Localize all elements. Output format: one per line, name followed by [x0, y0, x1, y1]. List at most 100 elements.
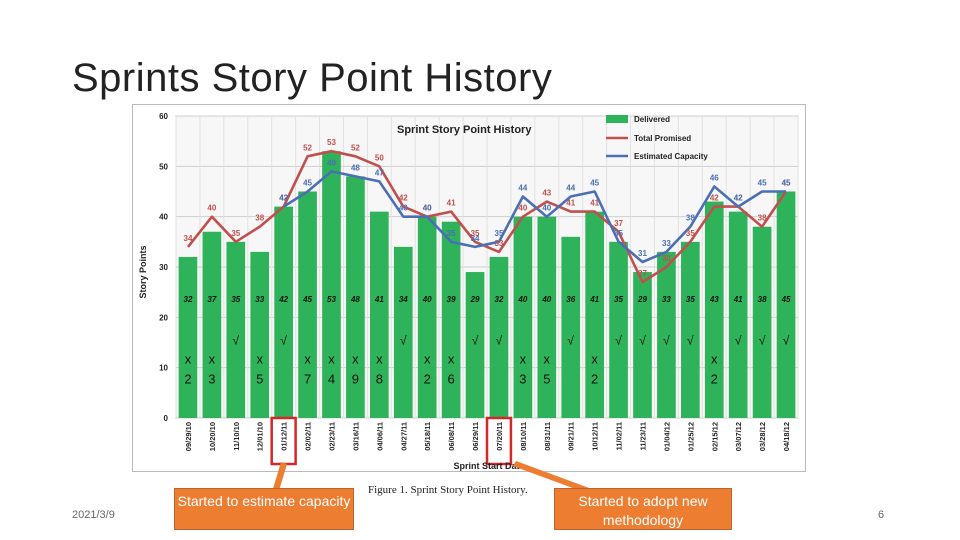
x-mark-number: 2: [591, 371, 598, 386]
x-mark-number: 6: [447, 371, 454, 386]
check-mark: √: [280, 334, 287, 348]
legend-swatch-delivered: [606, 115, 628, 123]
total-promised-label: 42: [279, 194, 288, 203]
estimated-capacity-label: 47: [375, 168, 384, 177]
delivered-bar: [537, 216, 557, 418]
x-mark: x: [209, 352, 216, 367]
delivered-bar: [609, 241, 628, 418]
x-tick-label: 06/08/11: [447, 422, 456, 451]
delivered-bar: [585, 211, 604, 418]
estimated-capacity-label: 35: [614, 229, 623, 238]
delivered-bar-label: 40: [422, 295, 432, 304]
x-mark: x: [591, 352, 598, 367]
chart-title: Sprint Story Point History: [397, 124, 532, 136]
delivered-bar: [441, 221, 461, 418]
total-promised-line: [186, 149, 788, 284]
legend-label-delivered: Delivered: [634, 115, 670, 124]
x-mark-number: 5: [543, 371, 550, 386]
estimated-capacity-label: 44: [566, 184, 575, 193]
delivered-bar: [226, 241, 246, 418]
estimated-capacity-label: 42: [279, 194, 288, 203]
delivered-bar-label: 45: [302, 295, 312, 304]
total-promised-label: 41: [447, 199, 456, 208]
estimated-capacity-label: 42: [734, 194, 743, 203]
legend-label-capacity: Estimated Capacity: [634, 152, 708, 161]
chart-figure: 32 37 35 33 42 45 53 48 41 34 40 39 29 32 40 40 36 41 35 29…: [132, 104, 806, 472]
check-mark: √: [567, 334, 574, 348]
x-mark-number: 8: [376, 371, 383, 386]
x-tick-label: 09/29/10: [184, 422, 193, 451]
delivered-bar: [202, 231, 222, 418]
delivered-bar: [274, 206, 293, 418]
total-promised-label: 42: [710, 194, 719, 203]
check-mark: √: [639, 334, 646, 348]
check-mark: √: [233, 334, 240, 348]
x-mark-number: 3: [208, 371, 215, 386]
delivered-bar: [178, 256, 198, 418]
y-tick-label: 20: [159, 313, 168, 322]
y-tick-label: 50: [159, 162, 168, 171]
x-mark-number: 4: [328, 371, 335, 386]
check-mark: √: [735, 334, 742, 348]
delivered-bar: [776, 191, 796, 418]
check-mark: √: [615, 334, 622, 348]
y-tick-label: 30: [159, 263, 168, 272]
x-tick-label: 02/15/12: [710, 422, 719, 451]
total-promised-label: 43: [542, 189, 551, 198]
delivered-bar-label: 33: [662, 295, 671, 304]
estimated-capacity-label: 48: [351, 163, 360, 172]
x-tick-label: 11/23/11: [639, 422, 648, 450]
delivered-bar-label: 48: [350, 295, 360, 304]
y-tick-label: 0: [164, 414, 169, 423]
estimated-capacity-label: 35: [495, 229, 504, 238]
x-axis-label: Sprint Start Date: [453, 461, 524, 471]
total-promised-label: 30: [662, 254, 671, 263]
x-tick-label: 03/16/11: [351, 422, 360, 451]
delivered-bar-label: 32: [184, 295, 193, 304]
total-promised-label: 50: [375, 153, 384, 162]
delivered-bar: [393, 246, 413, 418]
x-tick-label: 08/10/11: [519, 422, 528, 451]
x-tick-label: 04/27/11: [399, 422, 408, 451]
figure-caption: Figure 1. Sprint Story Point History.: [368, 484, 528, 496]
x-mark-number: 5: [256, 371, 263, 386]
x-tick-label: 12/01/10: [256, 422, 265, 451]
delivered-bar: [298, 191, 317, 418]
x-tick-label: 01/04/12: [662, 422, 671, 451]
delivered-bar-label: 33: [255, 295, 264, 304]
estimated-capacity-label: 40: [542, 204, 551, 213]
x-mark-number: 2: [711, 371, 718, 386]
estimated-capacity-label: 45: [782, 179, 791, 188]
x-mark-number: 2: [424, 371, 431, 386]
x-tick-label: 04/18/12: [782, 422, 791, 451]
x-mark: x: [304, 352, 311, 367]
total-promised-label: 38: [758, 214, 767, 223]
delivered-bar-label: 37: [207, 295, 216, 304]
delivered-bar-label: 43: [709, 295, 719, 304]
total-promised-label: 40: [518, 204, 527, 213]
x-mark: x: [544, 352, 551, 367]
x-mark-number: 7: [304, 371, 311, 386]
delivered-bar: [681, 241, 700, 418]
x-mark: x: [376, 352, 383, 367]
estimated-capacity-label: 40: [423, 204, 432, 213]
x-tick-label: 02/23/11: [328, 422, 337, 451]
check-mark: √: [472, 334, 479, 348]
y-tick-label: 40: [159, 213, 168, 222]
delivered-bar: [465, 272, 485, 418]
delivered-bar: [370, 211, 389, 418]
x-tick-label: 04/06/11: [375, 422, 384, 451]
delivered-bar-label: 39: [447, 295, 456, 304]
delivered-bar-label: 35: [614, 295, 623, 304]
x-mark: x: [185, 352, 192, 367]
estimated-capacity-label: 44: [518, 184, 527, 193]
delivered-bar: [657, 251, 676, 418]
total-promised-label: 53: [327, 138, 336, 147]
x-mark: x: [352, 352, 359, 367]
estimated-capacity-label: 45: [758, 179, 767, 188]
x-tick-label: 10/20/10: [208, 422, 217, 451]
delivered-bar: [250, 251, 270, 418]
x-tick-label: 10/12/11: [591, 422, 600, 451]
x-tick-label: 01/12/11: [280, 422, 289, 451]
delivered-bar-label: 34: [399, 295, 408, 304]
